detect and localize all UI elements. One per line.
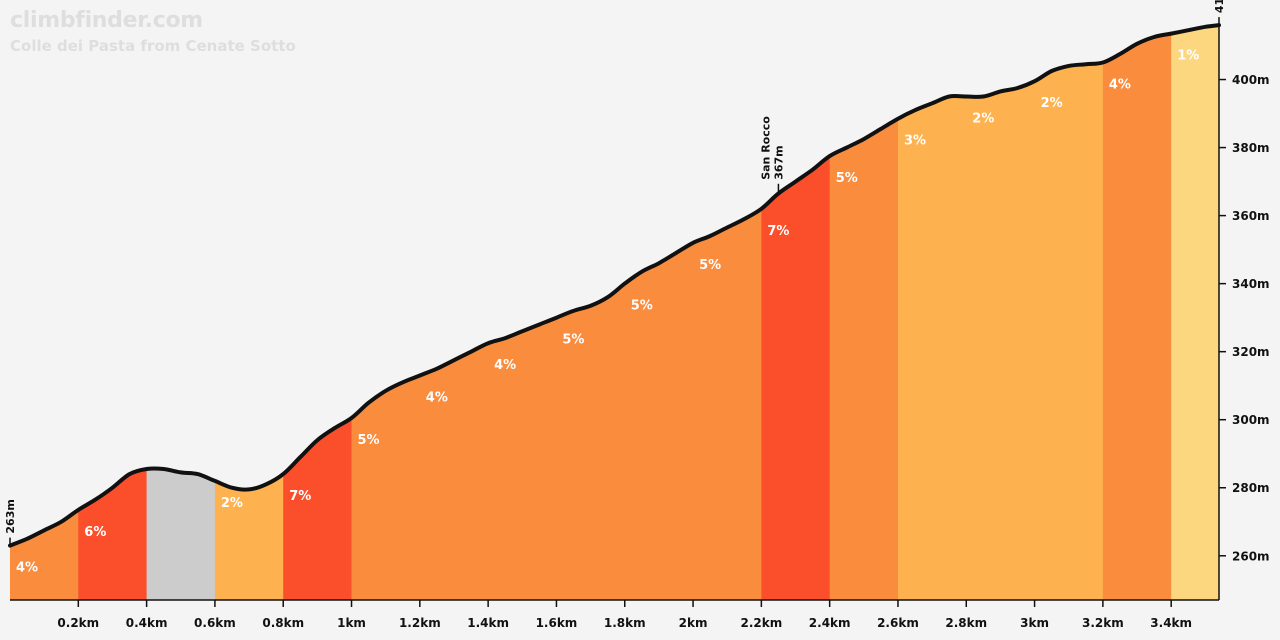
gradient-segment-12 — [829, 25, 899, 600]
gradient-label-16: 4% — [1109, 78, 1131, 93]
gradient-label-4: 7% — [289, 489, 311, 504]
brand-logo-text: climbfinder.com — [10, 8, 203, 33]
marker-name-1: San Rocco — [759, 116, 772, 180]
x-tick-label-11: 2.4km — [809, 616, 851, 630]
gradient-segment-13 — [898, 25, 967, 600]
gradient-segment-4 — [283, 25, 353, 600]
x-tick-label-6: 1.4km — [467, 616, 509, 630]
y-tick-label-6: 380m — [1232, 141, 1270, 155]
gradient-label-11: 7% — [767, 224, 789, 239]
x-tick-label-10: 2.2km — [740, 616, 782, 630]
gradient-segment-6 — [419, 25, 489, 600]
y-tick-label-5: 360m — [1232, 209, 1270, 223]
x-tick-label-4: 1km — [337, 616, 366, 630]
gradient-label-6: 4% — [426, 391, 448, 406]
x-tick-label-15: 3.2km — [1082, 616, 1124, 630]
gradient-segment-5 — [351, 25, 421, 600]
y-tick-label-1: 280m — [1232, 481, 1270, 495]
x-tick-label-2: 0.6km — [194, 616, 236, 630]
x-tick-label-0: 0.2km — [57, 616, 99, 630]
x-tick-label-8: 1.8km — [604, 616, 646, 630]
x-tick-label-3: 0.8km — [262, 616, 304, 630]
gradient-segment-10 — [693, 25, 762, 600]
gradient-label-10: 5% — [699, 258, 721, 273]
x-tick-label-7: 1.6km — [536, 616, 578, 630]
y-tick-label-0: 260m — [1232, 549, 1270, 563]
gradient-label-12: 5% — [836, 171, 858, 186]
gradient-segment-16 — [1102, 25, 1172, 600]
x-tick-label-13: 2.8km — [945, 616, 987, 630]
axes: 0.2km 0.4km 0.6km 0.8km 1km 1.2km 1.4km 1.6km 1.… — [10, 25, 1270, 630]
y-tick-label-2: 300m — [1232, 413, 1270, 427]
gradient-label-1: 6% — [84, 525, 106, 540]
marker-elevation-1: 367m — [772, 145, 785, 179]
gradient-label-13: 3% — [904, 134, 926, 149]
x-tick-label-16: 3.4km — [1150, 616, 1192, 630]
x-tick-label-12: 2.6km — [877, 616, 919, 630]
x-tick-label-14: 3km — [1020, 616, 1049, 630]
gradient-segment-8 — [556, 25, 626, 600]
gradient-segments — [10, 25, 1219, 600]
marker-elevation-2: 416m — [1213, 0, 1226, 13]
x-tick-label-9: 2km — [679, 616, 708, 630]
gradient-segment-11 — [761, 25, 831, 600]
gradient-label-7: 4% — [494, 358, 516, 373]
y-tick-label-7: 400m — [1232, 73, 1270, 87]
gradient-label-14: 2% — [972, 112, 994, 127]
marker-elevation-0: 263m — [4, 499, 17, 533]
gradient-segment-15 — [1034, 25, 1104, 600]
x-tick-label-5: 1.2km — [399, 616, 441, 630]
gradient-label-9: 5% — [631, 299, 653, 314]
gradient-label-3: 2% — [221, 496, 243, 511]
gradient-segment-2 — [146, 25, 216, 600]
elevation-profile-line — [8, 23, 1221, 548]
x-tick-label-1: 0.4km — [126, 616, 168, 630]
gradient-segment-0 — [10, 25, 79, 600]
gradient-label-8: 5% — [562, 333, 584, 348]
chart-subtitle: Colle dei Pasta from Cenate Sotto — [10, 37, 296, 55]
gradient-label-0: 4% — [16, 561, 38, 576]
y-tick-label-3: 320m — [1232, 345, 1270, 359]
gradient-segment-17 — [1171, 25, 1219, 600]
gradient-label-17: 1% — [1177, 49, 1199, 64]
gradient-labels: 4% 6% 2% 7% 5% 4% 4% 5% 5% 5% 7% 5% 3% 2% 2% 4% 1% — [16, 49, 1199, 576]
gradient-label-5: 5% — [358, 433, 380, 448]
gradient-segment-1 — [78, 25, 148, 600]
y-tick-label-4: 340m — [1232, 277, 1270, 291]
gradient-segment-14 — [966, 25, 1036, 600]
gradient-label-15: 2% — [1041, 96, 1063, 111]
gradient-segment-7 — [488, 25, 557, 600]
